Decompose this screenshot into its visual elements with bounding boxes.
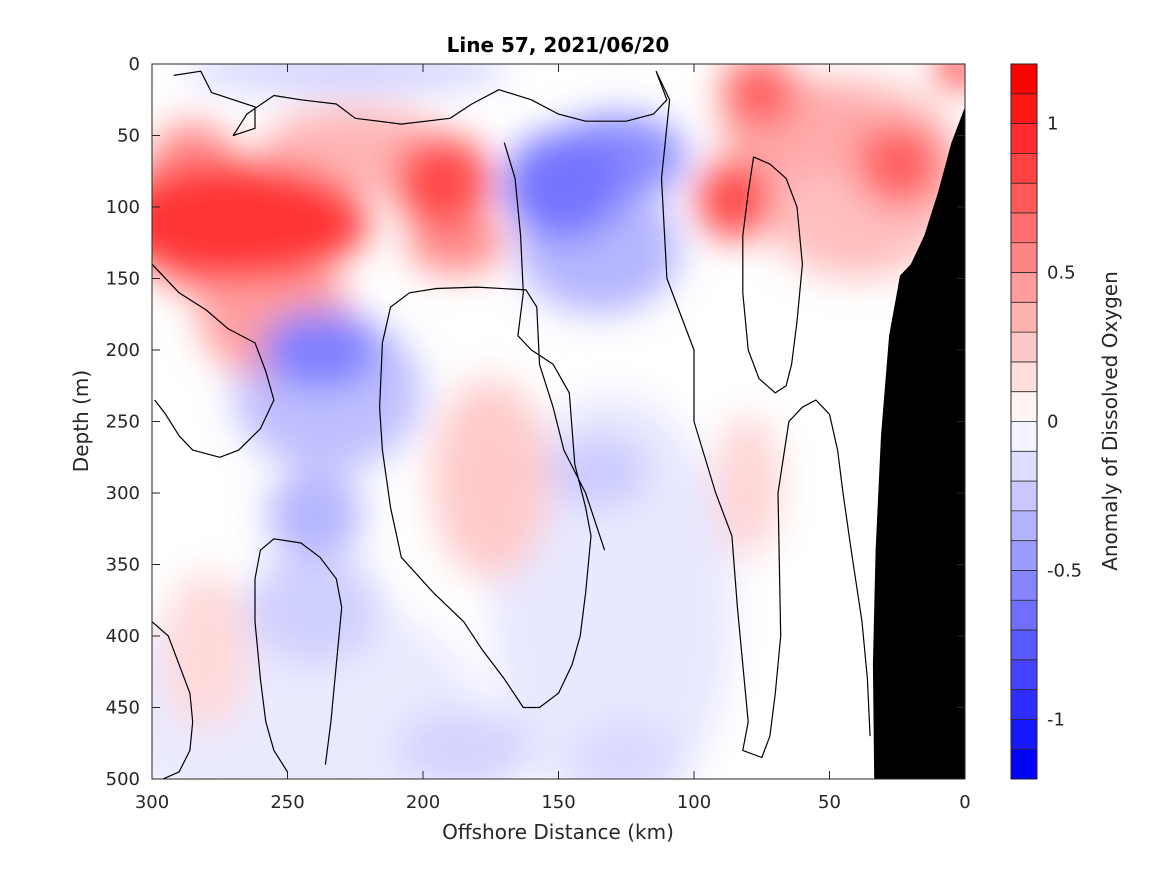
negative-anomaly-6	[395, 707, 532, 779]
x-axis: 300 250 200 150 100 50 0	[135, 64, 971, 813]
y-tick-label: 450	[106, 698, 140, 719]
zero-contours	[152, 70, 871, 779]
colorbar: -1 -0.5 0 0.5 1	[1010, 63, 1082, 780]
positive-anomaly-28	[935, 64, 965, 89]
positive-anomaly-25	[393, 135, 491, 228]
x-tick-label: 50	[818, 792, 841, 813]
y-tick-label: 50	[117, 126, 140, 147]
colorbar-swatch	[1011, 242, 1037, 274]
colorbar-swatch	[1011, 332, 1037, 363]
negative-anomaly-22	[504, 131, 624, 240]
x-tick-label: 100	[677, 792, 711, 813]
colorbar-swatch	[1011, 212, 1037, 244]
colorbar-tick-label: 0	[1047, 412, 1058, 433]
y-tick-label: 0	[129, 54, 140, 75]
colorbar-tick-label: 0.5	[1047, 263, 1076, 284]
positive-anomaly-3	[162, 571, 250, 729]
colorbar-swatch	[1011, 123, 1037, 154]
colorbar-swatch	[1011, 93, 1037, 125]
x-tick-label: 200	[406, 792, 440, 813]
colorbar-swatch	[1011, 719, 1037, 750]
colorbar-swatch	[1011, 749, 1037, 780]
positive-anomaly-27	[152, 161, 369, 282]
positive-anomaly-23	[721, 64, 797, 129]
zero-contour-line-3	[152, 263, 275, 458]
positive-anomaly-24	[856, 121, 944, 207]
zero-contour-line-2	[379, 142, 606, 709]
positive-anomaly-19	[406, 211, 505, 275]
negative-anomaly-10	[550, 435, 648, 508]
zero-contour-line-4	[152, 621, 194, 779]
y-tick-label: 300	[106, 483, 140, 504]
colorbar-swatch	[1011, 570, 1037, 601]
y-tick-label: 400	[106, 626, 140, 647]
colorbar-swatch	[1011, 689, 1037, 720]
x-tick-label: 0	[959, 792, 970, 813]
positive-anomaly-26	[696, 159, 773, 240]
colorbar-swatch	[1011, 421, 1037, 452]
y-tick-label: 500	[106, 769, 140, 790]
colorbar-swatch	[1011, 600, 1037, 631]
colorbar-swatch	[1011, 272, 1037, 303]
colorbar-tick-label: 1	[1047, 114, 1058, 135]
colorbar-swatch	[1011, 481, 1037, 512]
chart-title: Line 57, 2021/06/20	[447, 33, 670, 57]
positive-anomaly-9	[431, 378, 551, 579]
colorbar-swatch	[1011, 361, 1037, 393]
positive-anomaly-5	[715, 414, 781, 558]
anomaly-field	[152, 64, 965, 779]
colorbar-swatch	[1011, 183, 1037, 214]
colorbar-tick-label: -1	[1047, 709, 1065, 730]
colorbar-swatch	[1011, 451, 1037, 482]
colorbar-swatch	[1011, 302, 1037, 333]
bathymetry-mask	[872, 106, 965, 779]
zero-contour-line-5	[254, 538, 343, 773]
y-axis: 0 50 100 150 200 250 300 350 400 450 500	[106, 54, 965, 790]
colorbar-swatch	[1011, 630, 1037, 661]
zero-contour-line-0	[173, 70, 668, 137]
colorbar-frame	[1010, 63, 1038, 780]
colorbar-swatch	[1011, 64, 1037, 95]
negative-anomaly-8	[184, 64, 510, 93]
x-axis-label: Offshore Distance (km)	[442, 820, 674, 844]
plot-area	[152, 64, 965, 779]
x-tick-label: 150	[541, 792, 575, 813]
y-tick-label: 350	[106, 555, 140, 576]
zero-contour-line-6	[742, 156, 804, 394]
negative-anomaly-4	[572, 721, 681, 779]
negative-anomaly-7	[246, 550, 383, 665]
y-tick-label: 200	[106, 340, 140, 361]
colorbar-swatch	[1011, 510, 1037, 542]
x-tick-label: 250	[270, 792, 304, 813]
colorbar-tick-label: -0.5	[1047, 560, 1082, 581]
negative-anomaly-15	[265, 471, 364, 558]
y-tick-label: 250	[106, 412, 140, 433]
colorbar-swatch	[1011, 540, 1037, 571]
colorbar-swatch	[1011, 153, 1037, 184]
x-tick-label: 300	[135, 792, 169, 813]
negative-anomaly-21	[260, 309, 380, 391]
zero-contour-line-1	[655, 70, 871, 759]
y-tick-label: 100	[106, 197, 140, 218]
colorbar-label: Anomaly of Dissolved Oxygen	[1098, 271, 1122, 571]
colorbar-swatch	[1011, 659, 1037, 691]
negative-anomaly-1	[490, 392, 735, 779]
y-tick-label: 150	[106, 269, 140, 290]
colorbar-swatch	[1011, 391, 1037, 422]
y-axis-label: Depth (m)	[69, 370, 93, 472]
